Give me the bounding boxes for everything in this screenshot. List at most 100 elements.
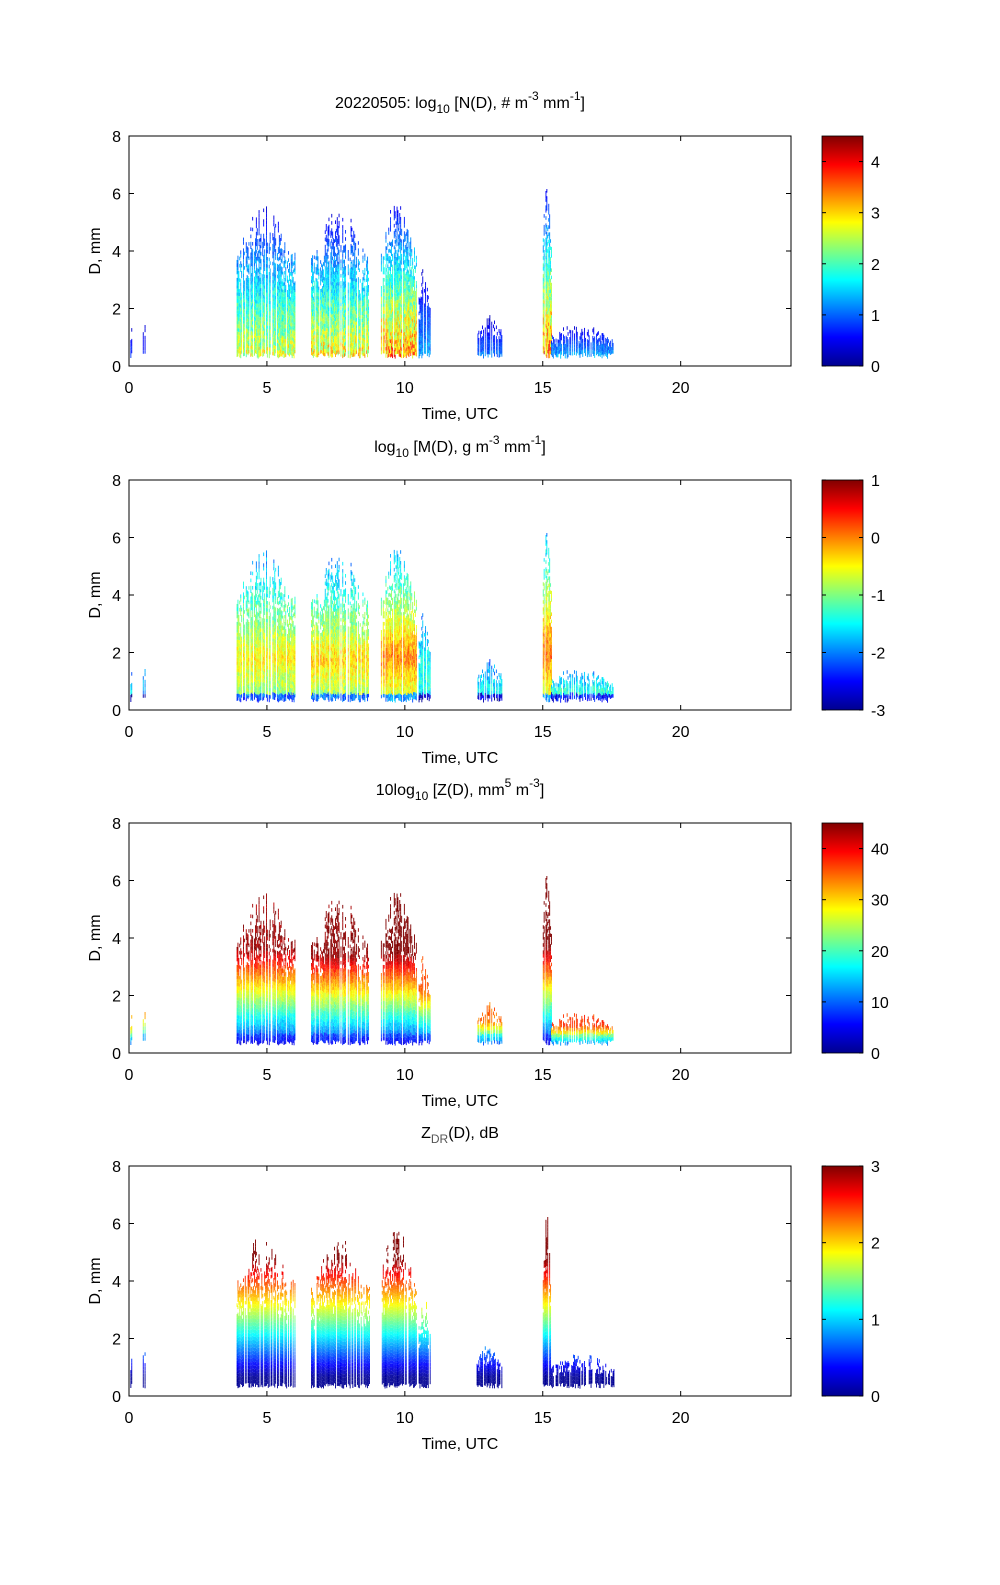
heatmap-cell <box>270 351 271 355</box>
heatmap-cell <box>345 327 346 331</box>
heatmap-cell <box>410 255 411 259</box>
heatmap-cell <box>543 289 544 293</box>
heatmap-cell <box>143 332 144 336</box>
heatmap-cell <box>353 339 354 343</box>
heatmap-cell <box>592 329 593 333</box>
heatmap-cell <box>478 351 479 355</box>
heatmap-cell <box>489 322 490 326</box>
heatmap-cell <box>383 256 384 260</box>
heatmap-cell <box>266 257 267 261</box>
heatmap-cell <box>341 331 342 335</box>
heatmap-cell <box>577 332 578 336</box>
heatmap-cell <box>240 250 241 254</box>
heatmap-cell <box>397 253 398 257</box>
heatmap-cell <box>277 307 278 311</box>
heatmap-cell <box>330 292 331 296</box>
heatmap-cell <box>293 334 294 338</box>
heatmap-cell <box>549 275 550 279</box>
heatmap-cell <box>250 339 251 343</box>
heatmap-cell <box>284 307 285 311</box>
heatmap-cell <box>543 328 544 332</box>
heatmap-cell <box>326 296 327 300</box>
heatmap-cell <box>610 341 611 345</box>
heatmap-cell <box>316 339 317 343</box>
heatmap-cell <box>388 271 389 275</box>
heatmap-cell <box>248 269 249 273</box>
heatmap-cell <box>546 338 547 342</box>
heatmap-cell <box>326 335 327 339</box>
heatmap-cell <box>329 268 330 272</box>
heatmap-cell <box>266 311 267 315</box>
heatmap-cell <box>243 270 244 274</box>
heatmap-cell <box>323 323 324 327</box>
heatmap-cell <box>547 303 548 307</box>
heatmap-cell <box>354 245 355 249</box>
heatmap-cell <box>336 290 337 294</box>
heatmap-cell <box>360 326 361 330</box>
heatmap-cell <box>422 269 423 273</box>
heatmap-cell <box>317 336 318 340</box>
heatmap-cell <box>543 249 544 253</box>
heatmap-cell <box>318 332 319 336</box>
heatmap-cell <box>282 310 283 314</box>
heatmap-cell <box>342 275 343 279</box>
heatmap-cell <box>332 300 333 304</box>
heatmap-cell <box>294 355 295 359</box>
heatmap-cell <box>579 341 580 345</box>
heatmap-cell <box>363 353 364 357</box>
heatmap-cell <box>425 318 426 322</box>
heatmap-cell <box>262 281 263 285</box>
heatmap-cell <box>355 308 356 312</box>
heatmap-cell <box>274 241 275 245</box>
heatmap-cell <box>337 325 338 329</box>
heatmap-cell <box>405 267 406 271</box>
heatmap-cell <box>259 286 260 290</box>
heatmap-cell <box>259 343 260 347</box>
heatmap-cell <box>406 243 407 247</box>
heatmap-cell <box>331 221 332 225</box>
heatmap-cell <box>273 287 274 291</box>
heatmap-cell <box>275 285 276 289</box>
heatmap-cell <box>386 333 387 337</box>
heatmap-cell <box>283 344 284 348</box>
heatmap-cell <box>550 336 551 340</box>
heatmap-cell <box>396 311 397 315</box>
heatmap-cell <box>398 332 399 336</box>
heatmap-cell <box>318 321 319 325</box>
heatmap-cell <box>318 260 319 264</box>
heatmap-cell <box>407 337 408 341</box>
heatmap-cell <box>257 253 258 257</box>
heatmap-cell <box>262 335 263 339</box>
heatmap-cell <box>413 298 414 302</box>
heatmap-cell <box>278 319 279 323</box>
heatmap-cell <box>410 248 411 252</box>
heatmap-cell <box>389 317 390 321</box>
heatmap-cell <box>544 275 545 279</box>
heatmap-cell <box>397 314 398 318</box>
heatmap-cell <box>496 351 497 355</box>
heatmap-cell <box>334 293 335 297</box>
heatmap-cell <box>421 304 422 308</box>
heatmap-cell <box>273 219 274 223</box>
heatmap-cell <box>400 332 401 336</box>
heatmap-cell <box>318 351 319 355</box>
heatmap-cell <box>250 263 251 267</box>
heatmap-cell <box>325 259 326 263</box>
heatmap-cell <box>546 322 547 326</box>
heatmap-cell <box>323 334 324 338</box>
heatmap-cell <box>259 311 260 315</box>
heatmap-cell <box>324 259 325 263</box>
heatmap-cell <box>364 298 365 302</box>
heatmap-cell <box>279 350 280 354</box>
heatmap-cell <box>409 310 410 314</box>
heatmap-cell <box>328 234 329 238</box>
heatmap-cell <box>243 342 244 346</box>
heatmap-cell <box>287 261 288 265</box>
heatmap-cell <box>388 274 389 278</box>
heatmap-cell <box>337 285 338 289</box>
panel-title: 20220505: log10 [N(D), # m-3 mm-1] <box>335 89 585 116</box>
heatmap-cell <box>603 348 604 352</box>
heatmap-cell <box>548 348 549 352</box>
heatmap-cell <box>262 289 263 293</box>
heatmap-cell <box>550 239 551 243</box>
